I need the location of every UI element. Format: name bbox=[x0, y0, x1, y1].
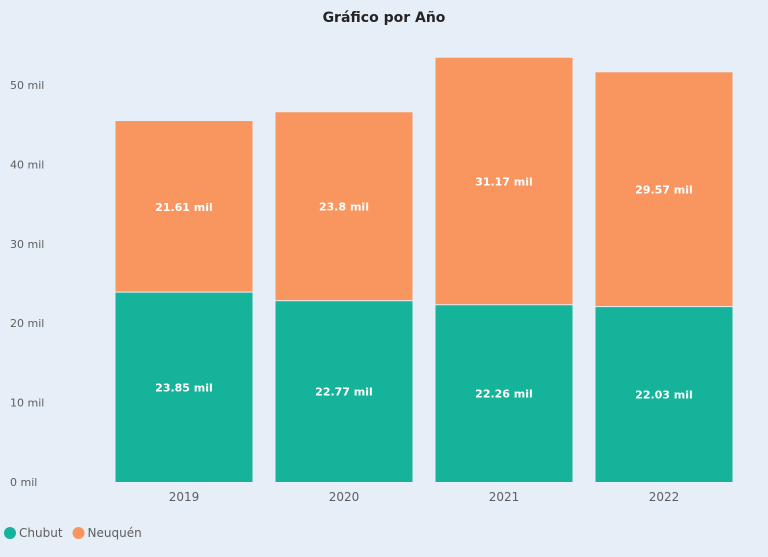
legend-label: Neuquén bbox=[88, 526, 142, 540]
bar-neuqun-2019 bbox=[115, 121, 253, 292]
data-label: 22.03 mil bbox=[635, 389, 693, 402]
x-axis: 2019 2020 2021 2022 bbox=[169, 490, 680, 504]
bar-chubut-2019 bbox=[115, 292, 253, 482]
bar-neuqun-2021 bbox=[435, 57, 573, 305]
legend-label: Chubut bbox=[19, 526, 63, 540]
bar-chubut-2021 bbox=[435, 305, 573, 482]
x-tick-label: 2019 bbox=[169, 490, 200, 504]
data-label: 21.61 mil bbox=[155, 201, 213, 214]
x-tick-label: 2022 bbox=[649, 490, 680, 504]
data-label: 22.77 mil bbox=[315, 386, 373, 399]
y-tick-label: 0 mil bbox=[10, 476, 37, 489]
legend-marker-chubut bbox=[4, 527, 16, 539]
y-tick-label: 50 mil bbox=[10, 79, 44, 92]
y-tick-label: 10 mil bbox=[10, 397, 44, 410]
data-label: 31.17 mil bbox=[475, 176, 533, 189]
bars-group: 23.85 mil 21.61 mil 22.77 mil 23.8 mil 22.26… bbox=[115, 57, 733, 482]
legend-marker-neuqun bbox=[72, 527, 85, 539]
y-tick-label: 20 mil bbox=[10, 317, 44, 330]
chart-title: Gráfico por Año bbox=[323, 10, 446, 26]
data-label: 29.57 mil bbox=[635, 184, 693, 197]
x-tick-label: 2020 bbox=[329, 490, 360, 504]
y-axis: 0 mil 10 mil 20 mil 30 mil 40 mil 50 mil bbox=[10, 79, 44, 489]
y-tick-label: 30 mil bbox=[10, 238, 44, 251]
data-label: 23.8 mil bbox=[319, 201, 369, 214]
y-tick-label: 40 mil bbox=[10, 158, 44, 171]
x-tick-label: 2021 bbox=[489, 490, 520, 504]
bar-neuqun-2022 bbox=[595, 72, 733, 307]
legend: Chubut Neuquén bbox=[4, 526, 142, 540]
bar-chubut-2020 bbox=[275, 301, 413, 482]
data-label: 23.85 mil bbox=[155, 381, 213, 394]
data-label: 22.26 mil bbox=[475, 388, 533, 401]
bar-neuqun-2020 bbox=[275, 112, 413, 301]
bar-chubut-2022 bbox=[595, 307, 733, 482]
